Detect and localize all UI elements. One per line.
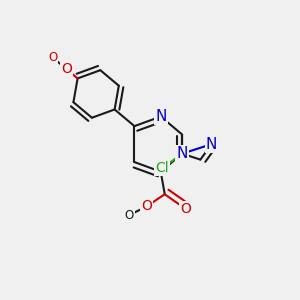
Text: O: O bbox=[180, 202, 191, 216]
Text: Cl: Cl bbox=[155, 161, 169, 176]
Text: N: N bbox=[206, 136, 217, 152]
Text: O: O bbox=[141, 200, 152, 214]
Text: O: O bbox=[61, 62, 72, 76]
Text: O: O bbox=[48, 51, 57, 64]
Text: O: O bbox=[125, 208, 134, 222]
Text: N: N bbox=[155, 109, 166, 124]
Text: N: N bbox=[176, 146, 188, 161]
